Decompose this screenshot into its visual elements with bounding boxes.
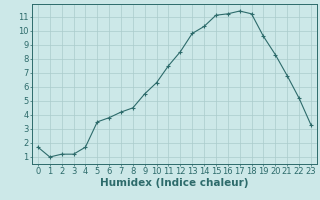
X-axis label: Humidex (Indice chaleur): Humidex (Indice chaleur)	[100, 178, 249, 188]
